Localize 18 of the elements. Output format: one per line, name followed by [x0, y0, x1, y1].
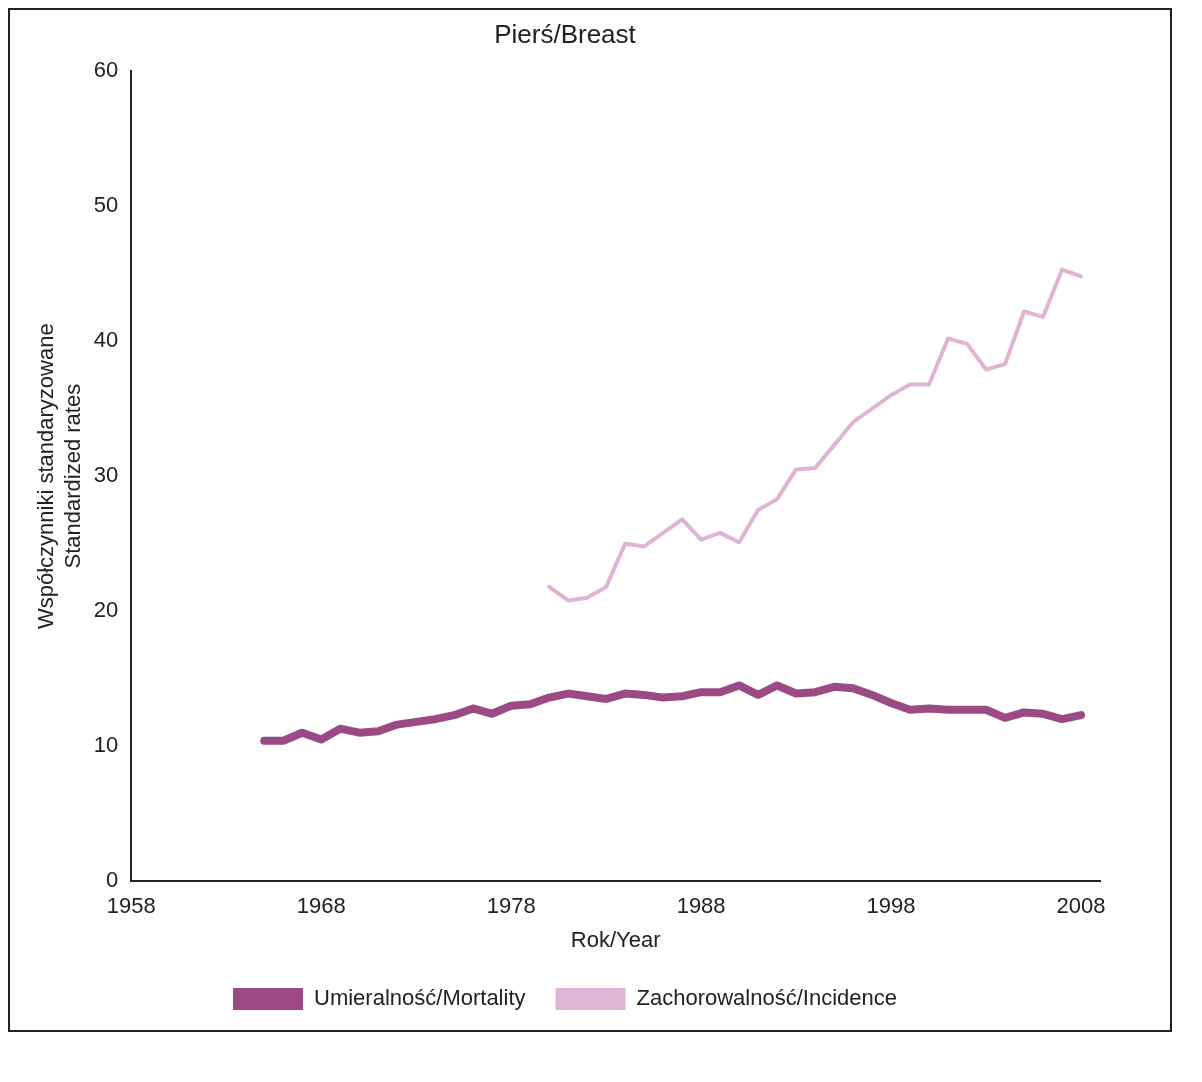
y-tick-label: 60: [93, 57, 119, 83]
x-tick-label: 1988: [676, 893, 726, 919]
x-tick-label: 2008: [1056, 893, 1106, 919]
x-tick-label: 1978: [486, 893, 536, 919]
y-tick-label: 0: [106, 867, 119, 893]
y-tick-label: 40: [93, 327, 119, 353]
legend-label: Zachorowalność/Incidence: [636, 985, 897, 1011]
x-axis-title: Rok/Year: [570, 926, 661, 952]
y-axis-title: Współczynniki standaryzowane Standardized rates: [33, 323, 85, 630]
y-tick-label: 30: [93, 462, 119, 488]
chart-title: Pierś/Breast: [494, 18, 637, 49]
x-tick-label: 1998: [866, 893, 916, 919]
y-tick-label: 10: [93, 732, 119, 758]
legend-label: Umieralność/Mortality: [314, 985, 526, 1011]
x-tick-label: 1958: [106, 893, 156, 919]
y-tick-label: 20: [93, 597, 119, 623]
y-tick-label: 50: [93, 192, 119, 218]
x-tick-label: 1968: [296, 893, 346, 919]
